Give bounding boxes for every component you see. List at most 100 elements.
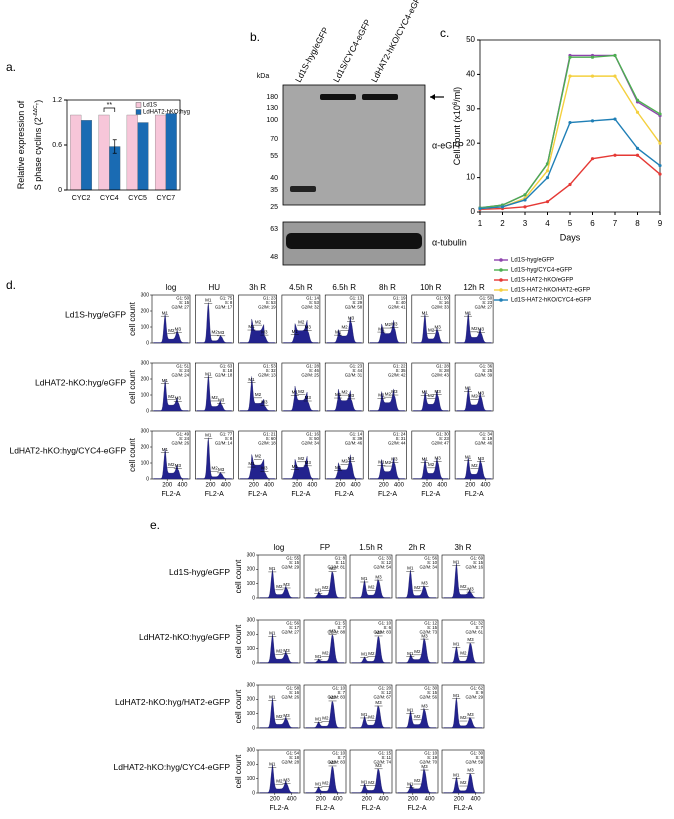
stat-value: 11 <box>341 560 346 565</box>
y-tick-label: 0 <box>471 207 476 216</box>
stat-value: 15 <box>432 625 437 630</box>
stat-value: 6 <box>389 625 392 630</box>
stat-label: S: <box>352 300 356 305</box>
marker-label: M2 <box>471 326 478 331</box>
stat-label: S: <box>338 690 342 695</box>
marker-label: M1 <box>407 708 414 713</box>
column-header: 10h R <box>420 283 442 292</box>
legend-label: Ld1S-hyg/CYC4-eGFP <box>511 268 572 274</box>
stat-value: 39 <box>357 436 362 441</box>
stat-value: 15 <box>432 690 437 695</box>
x-tick-label: 4 <box>545 219 550 228</box>
band <box>290 186 316 192</box>
y-tick-label: 200 <box>247 632 256 638</box>
stat-label: S: <box>225 436 229 441</box>
cell-stat: G1:36 <box>479 364 492 369</box>
marker-label: M1 <box>315 717 322 722</box>
x-axis-label: FL2-A <box>315 805 334 812</box>
kda: 55 <box>270 153 278 160</box>
marker-label: M3 <box>283 777 290 782</box>
histogram <box>351 705 391 729</box>
cell-stat: G2/M:41 <box>388 305 406 310</box>
cell-stat: S:15 <box>427 690 437 695</box>
stat-value: 36 <box>487 364 492 369</box>
stat-label: S: <box>289 560 293 565</box>
error-bar <box>112 139 117 154</box>
marker-label: M3 <box>305 460 312 465</box>
stat-value: 60 <box>271 436 276 441</box>
marker-label: M3 <box>391 322 398 327</box>
stat-label: S: <box>266 368 270 373</box>
y-axis-label: Cell count (x106/ml) <box>452 87 462 165</box>
cell-stat: S:8 <box>225 436 233 441</box>
histogram <box>239 318 276 344</box>
stat-value: 46 <box>357 441 362 446</box>
y-tick-label: 20 <box>466 138 475 147</box>
marker-label: M2 <box>460 715 467 720</box>
cell-stat: S:24 <box>179 436 189 441</box>
y-tick-label: 200 <box>141 308 150 314</box>
stat-label: S: <box>266 436 270 441</box>
marker-label: M2 <box>276 584 283 589</box>
marker-label: M3 <box>218 467 225 472</box>
marker-label: M2 <box>341 458 348 463</box>
cell-stat: G1:8 <box>335 556 346 561</box>
point <box>635 146 640 150</box>
histogram <box>369 388 406 412</box>
cell-stat: G1:12 <box>424 621 437 626</box>
stat-label: G2/M: <box>258 305 270 310</box>
x-tick-label: 2 <box>500 219 505 228</box>
stat-label: S: <box>352 436 356 441</box>
x-tick-label: 400 <box>437 483 448 489</box>
legend-label: Ld1S-HAT2-hKO/eGFP <box>511 278 573 284</box>
cell-stat: G1:16 <box>306 432 319 437</box>
marker-label: M1 <box>292 390 299 395</box>
stat-label: S: <box>179 436 183 441</box>
x-tick-label: 200 <box>465 483 476 489</box>
cell-stat: G1:56 <box>424 556 437 561</box>
histogram <box>397 707 437 729</box>
marker-label: M1 <box>378 460 385 465</box>
cell-stat: S:9 <box>476 755 484 760</box>
stat-label: G2/M: <box>374 760 386 765</box>
cell-stat: G2/M:47 <box>431 441 449 446</box>
cell-stat: G2/M:19 <box>258 305 276 310</box>
stat-value: 23 <box>357 364 362 369</box>
stat-value: 18 <box>228 373 233 378</box>
histogram <box>283 456 319 480</box>
stat-label: G1: <box>378 556 385 561</box>
stat-label: G1: <box>436 296 443 301</box>
marker-label: M1 <box>361 712 368 717</box>
marker-label: M2 <box>298 456 305 461</box>
x-tick-label: 400 <box>221 483 232 489</box>
marker-label: M3 <box>175 396 182 401</box>
marker-label: M3 <box>329 629 336 634</box>
stat-label: S: <box>396 368 400 373</box>
histogram <box>456 456 492 480</box>
histogram <box>153 448 189 480</box>
x-tick-label: 200 <box>454 797 465 803</box>
significance: ** <box>107 102 113 109</box>
x-axis-label: FL2-A <box>291 491 310 498</box>
stat-label: G2/M: <box>374 630 386 635</box>
y-tick-label: 100 <box>247 711 256 717</box>
stat-value: 58 <box>357 305 362 310</box>
histogram <box>326 388 362 412</box>
cell-stat: S:40 <box>396 300 406 305</box>
point <box>545 200 550 204</box>
cell-stat: G2/M:28 <box>282 760 300 765</box>
stat-value: 83 <box>386 630 391 635</box>
marker-label: M1 <box>292 464 299 469</box>
cell-stat: S:18 <box>222 368 232 373</box>
marker-label: M1 <box>292 329 299 334</box>
cell-stat: S:25 <box>482 368 492 373</box>
cell-stat: S:50 <box>309 436 319 441</box>
histogram-frame <box>441 749 485 794</box>
marker-label: M1 <box>269 631 276 636</box>
stat-label: S: <box>427 690 431 695</box>
plot-frame <box>479 39 661 213</box>
marker-label: M1 <box>378 326 385 331</box>
stat-label: G2/M: <box>215 305 227 310</box>
histogram-frame <box>454 362 494 412</box>
stat-value: 50 <box>487 296 492 301</box>
